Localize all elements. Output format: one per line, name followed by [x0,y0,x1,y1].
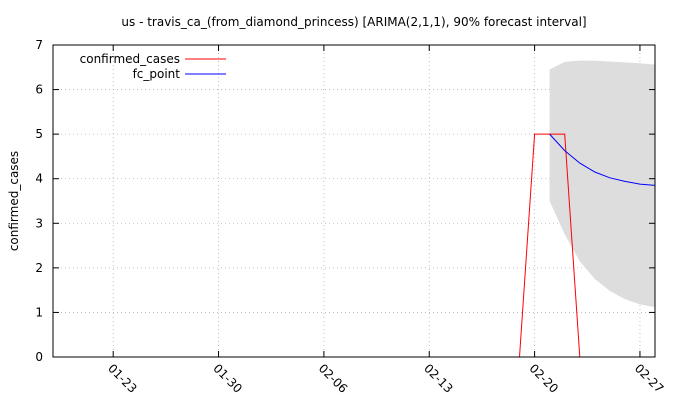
plot-frame [52,44,656,358]
forecast-interval-band [549,60,655,308]
y-tick-label: 4 [35,172,43,186]
y-axis-label: confirmed_cases [7,151,21,251]
y-tick-label: 0 [35,350,43,364]
legend-label-confirmed-cases: confirmed_cases [80,52,180,66]
series-line-fc-point [549,133,656,186]
y-tick-label: 7 [35,38,43,52]
series-group [519,133,656,358]
chart-title: us - travis_ca_(from_diamond_princess) [… [121,15,586,29]
legend-label-fc-point: fc_point [133,67,181,81]
y-tick-label: 1 [35,305,43,319]
y-tick-label: 2 [35,261,43,275]
forecast-interval-area [549,60,655,308]
y-tick-label: 3 [35,216,43,230]
y-tick-label: 5 [35,127,43,141]
y-tick-label: 6 [35,83,43,97]
